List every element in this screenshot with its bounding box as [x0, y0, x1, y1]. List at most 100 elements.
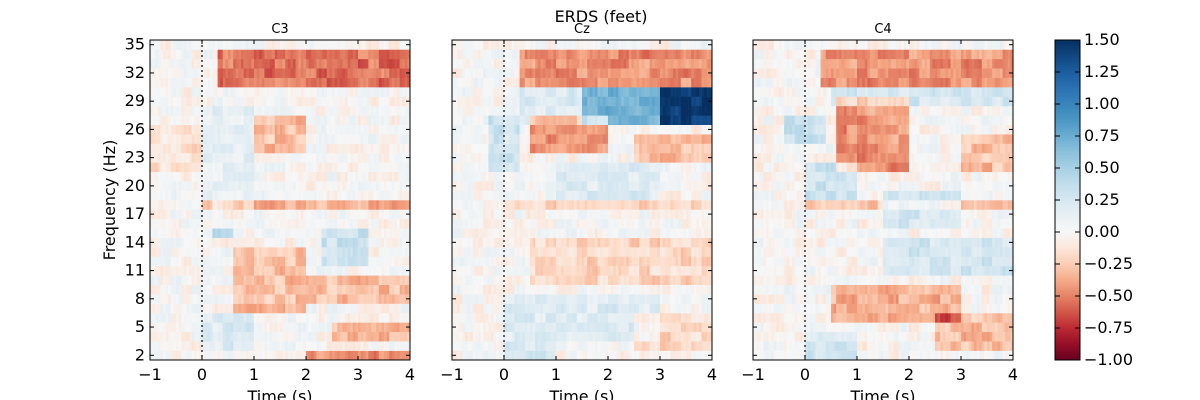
- heatmap-cell: [150, 341, 153, 351]
- heatmap-cell: [602, 341, 606, 351]
- heatmap-cell: [173, 143, 177, 154]
- heatmap-cell: [308, 162, 312, 173]
- heatmap-cell: [472, 265, 476, 276]
- heatmap-cell: [342, 256, 346, 267]
- heatmap-cell: [163, 96, 166, 107]
- heatmap-cell: [173, 247, 177, 257]
- heatmap-cell: [496, 218, 500, 229]
- heatmap-cell: [621, 312, 624, 323]
- heatmap-cell: [173, 284, 177, 295]
- heatmap-cell: [511, 331, 515, 342]
- heatmap-cell: [647, 284, 650, 295]
- heatmap-cell: [641, 294, 645, 304]
- heatmap-cell: [285, 181, 289, 191]
- heatmap-cell: [230, 209, 234, 220]
- heatmap-cell: [634, 218, 637, 229]
- heatmap-cell: [196, 181, 200, 191]
- heatmap-cell: [157, 237, 161, 248]
- heatmap-cell: [306, 228, 309, 238]
- heatmap-cell: [326, 284, 330, 295]
- heatmap-cell: [326, 115, 330, 125]
- heatmap-cell: [337, 209, 341, 220]
- heatmap-cell: [220, 218, 224, 229]
- heatmap-cell: [150, 331, 153, 342]
- heatmap-cell: [183, 341, 187, 351]
- heatmap-cell: [272, 77, 276, 88]
- heatmap-cell: [485, 331, 489, 342]
- heatmap-cell: [241, 228, 244, 238]
- heatmap-cell: [168, 162, 172, 173]
- heatmap-cell: [157, 275, 161, 285]
- heatmap-cell: [256, 124, 260, 135]
- heatmap-cell: [545, 247, 549, 257]
- heatmap-cell: [660, 303, 663, 314]
- heatmap-cell: [334, 152, 338, 163]
- heatmap-cell: [657, 341, 661, 351]
- heatmap-cell: [657, 265, 661, 276]
- heatmap-cell: [324, 152, 328, 163]
- heatmap-cell: [592, 228, 596, 238]
- heatmap-cell: [384, 275, 387, 285]
- heatmap-cell: [347, 331, 351, 342]
- heatmap-cell: [181, 294, 185, 304]
- heatmap-cell: [316, 96, 320, 107]
- heatmap-cell: [480, 265, 484, 276]
- heatmap-cell: [173, 152, 177, 163]
- heatmap-cell: [524, 247, 528, 257]
- heatmap-cell: [238, 87, 242, 97]
- heatmap-cell: [402, 105, 406, 116]
- heatmap-cell: [358, 247, 361, 257]
- heatmap-cell: [196, 294, 200, 304]
- heatmap-cell: [457, 312, 461, 323]
- heatmap-cell: [514, 218, 518, 229]
- heatmap-cell: [261, 341, 265, 351]
- heatmap-cell: [264, 237, 268, 248]
- heatmap-cell: [360, 284, 364, 295]
- heatmap-cell: [389, 228, 393, 238]
- heatmap-cell: [600, 341, 604, 351]
- heatmap-cell: [334, 190, 338, 201]
- heatmap-cell: [181, 303, 185, 314]
- heatmap-cell: [217, 152, 221, 163]
- heatmap-cell: [662, 294, 666, 304]
- heatmap-cell: [332, 152, 335, 163]
- heatmap-cell: [457, 294, 461, 304]
- heatmap-cell: [670, 312, 674, 323]
- heatmap-cell: [282, 237, 286, 248]
- heatmap-cell: [365, 124, 369, 135]
- heatmap-cell: [183, 256, 187, 267]
- heatmap-cell: [519, 303, 523, 314]
- heatmap-cell: [378, 96, 382, 107]
- heatmap-cell: [313, 58, 317, 69]
- heatmap-cell: [259, 171, 263, 182]
- heatmap-cell: [337, 200, 341, 210]
- heatmap-cell: [238, 294, 242, 304]
- heatmap-cell: [235, 228, 239, 238]
- heatmap-cell: [470, 350, 474, 361]
- heatmap-cell: [178, 190, 182, 201]
- heatmap-cell: [248, 68, 252, 78]
- heatmap-cell: [576, 247, 580, 257]
- heatmap-cell: [696, 294, 700, 304]
- heatmap-cell: [363, 247, 367, 257]
- heatmap-cell: [259, 341, 263, 351]
- heatmap-cell: [290, 200, 294, 210]
- heatmap-cell: [259, 237, 263, 248]
- heatmap-cell: [181, 181, 185, 191]
- heatmap-cell: [472, 228, 476, 238]
- heatmap-cell: [308, 294, 312, 304]
- heatmap-cell: [212, 303, 216, 314]
- heatmap-cell: [378, 228, 382, 238]
- heatmap-cell: [243, 256, 247, 267]
- y-tick-label: 14: [125, 232, 145, 251]
- heatmap-cell: [459, 312, 463, 323]
- heatmap-cell: [251, 96, 255, 107]
- heatmap-cell: [170, 200, 174, 210]
- heatmap-cell: [334, 312, 338, 323]
- heatmap-cell: [623, 350, 627, 361]
- heatmap-cell: [173, 256, 177, 267]
- heatmap-cell: [222, 171, 226, 182]
- heatmap-cell: [290, 350, 294, 361]
- heatmap-cell: [316, 152, 320, 163]
- heatmap-cell: [634, 256, 637, 267]
